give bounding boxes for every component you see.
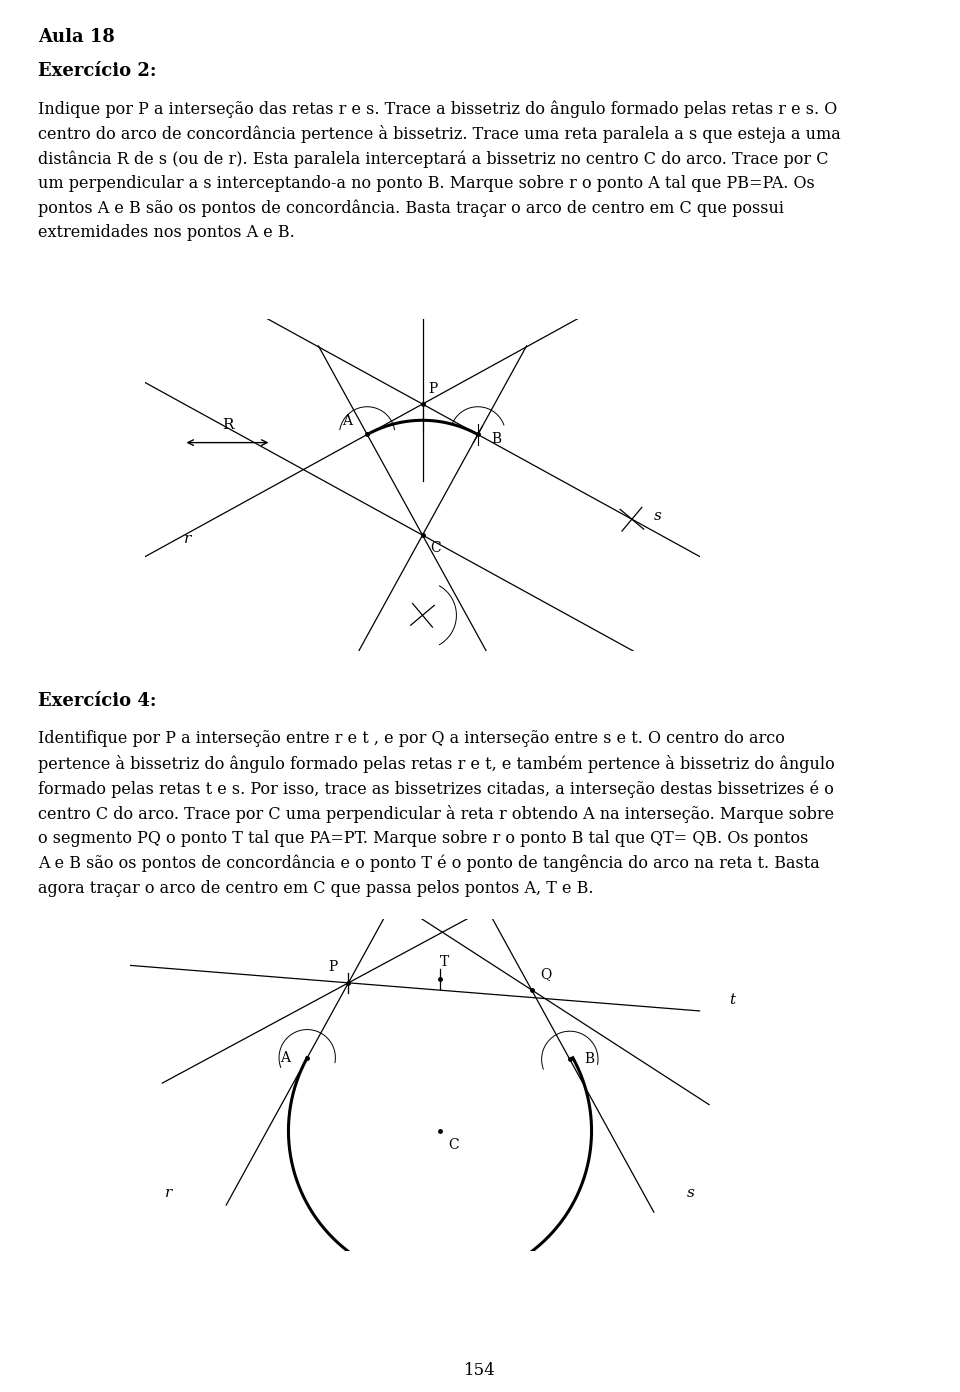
Text: Q: Q <box>540 967 551 981</box>
Text: B: B <box>492 432 502 445</box>
Text: Identifique por P a interseção entre r e t , e por Q a interseção entre s e t. O: Identifique por P a interseção entre r e… <box>38 729 835 896</box>
Text: B: B <box>584 1052 594 1066</box>
Text: T: T <box>440 955 449 969</box>
Text: P: P <box>328 960 337 974</box>
Text: P: P <box>429 383 438 397</box>
Text: A: A <box>280 1051 290 1065</box>
Text: s: s <box>686 1186 694 1200</box>
Text: Indique por P a interseção das retas r e s. Trace a bissetriz do ângulo formado : Indique por P a interseção das retas r e… <box>38 100 841 241</box>
Text: s: s <box>654 508 661 522</box>
Text: Aula 18: Aula 18 <box>38 28 115 46</box>
Text: Exercício 4:: Exercício 4: <box>38 692 156 710</box>
Text: C: C <box>448 1137 459 1151</box>
Text: r: r <box>183 532 191 546</box>
Text: C: C <box>430 541 441 555</box>
Text: 154: 154 <box>464 1361 496 1379</box>
Text: Exercício 2:: Exercício 2: <box>38 63 156 79</box>
Text: r: r <box>165 1186 173 1200</box>
Text: A: A <box>342 415 351 429</box>
Text: t: t <box>729 992 735 1006</box>
Text: R: R <box>222 418 233 432</box>
